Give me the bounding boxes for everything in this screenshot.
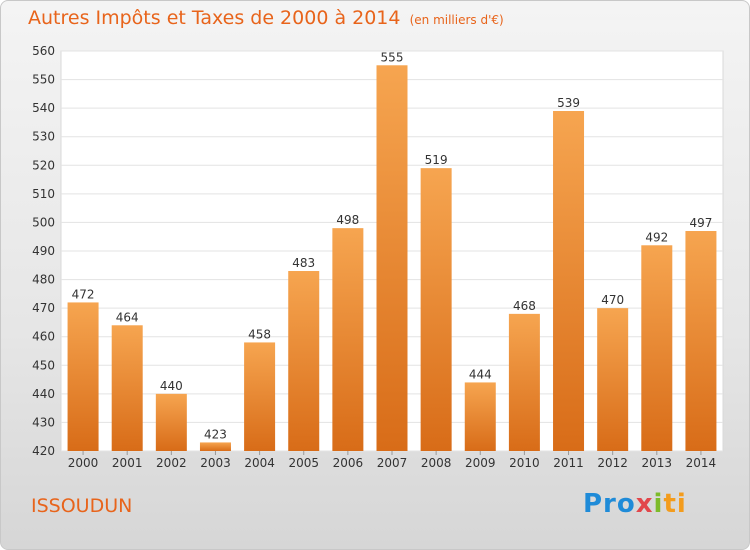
y-tick-label: 530 [32, 130, 55, 144]
y-tick-label: 500 [32, 215, 55, 229]
y-tick-label: 560 [32, 44, 55, 58]
bar-value-label: 539 [557, 96, 580, 110]
bar-2006 [332, 228, 364, 451]
chart-title-block: Autres Impôts et Taxes de 2000 à 2014 (e… [28, 7, 504, 29]
bar-value-label: 555 [381, 50, 404, 64]
y-tick-label: 490 [32, 244, 55, 258]
y-tick-label: 510 [32, 187, 55, 201]
y-tick-label: 460 [32, 330, 55, 344]
brand-logo-part: ti [663, 489, 687, 519]
y-tick-label: 480 [32, 273, 55, 287]
bar-value-label: 472 [72, 287, 95, 301]
bar-2001 [111, 325, 143, 451]
bar-value-label: 458 [248, 327, 271, 341]
bar-value-label: 498 [336, 213, 359, 227]
y-axis: 420 430 440 450 460 470 480 490 500 510 520 530 540 5… [32, 44, 55, 458]
x-axis: 2000 2001 2002 2003 2004 2005 2006 2007 2008 2009… [68, 451, 716, 470]
bar-2013 [641, 245, 673, 451]
brand-logo-part: x [635, 489, 654, 519]
bar-value-label: 497 [689, 216, 712, 230]
bars: 472 464 440 423 458 483 498 555 519 444 468 539 470 4… [67, 50, 717, 452]
y-tick-label: 540 [32, 101, 55, 115]
x-tick-label: 2011 [553, 456, 584, 470]
y-tick-label: 420 [32, 444, 55, 458]
x-tick-label: 2001 [112, 456, 143, 470]
bar-value-label: 519 [425, 153, 448, 167]
bar-2000 [67, 302, 99, 451]
x-tick-label: 2013 [642, 456, 673, 470]
brand-logo-part: i [653, 489, 664, 519]
bar-2009 [464, 382, 496, 451]
bar-value-label: 464 [116, 310, 139, 324]
y-tick-label: 440 [32, 387, 55, 401]
x-tick-label: 2002 [156, 456, 187, 470]
x-tick-label: 2007 [377, 456, 408, 470]
x-tick-label: 2012 [597, 456, 628, 470]
bar-value-label: 483 [292, 256, 315, 270]
x-tick-label: 2006 [333, 456, 364, 470]
y-tick-label: 430 [32, 415, 55, 429]
x-tick-label: 2004 [244, 456, 275, 470]
bar-value-label: 423 [204, 427, 227, 441]
x-tick-label: 2010 [509, 456, 540, 470]
city-name: ISSOUDUN [31, 495, 133, 517]
y-tick-label: 550 [32, 73, 55, 87]
bar-value-label: 492 [645, 230, 668, 244]
bar-2014 [685, 231, 717, 451]
chart-title: Autres Impôts et Taxes de 2000 à 2014 [28, 7, 401, 29]
bar-2005 [288, 271, 320, 451]
bar-2002 [155, 393, 187, 451]
chart-unit-note: (en milliers d'€) [409, 13, 504, 27]
bar-2007 [376, 65, 408, 452]
bar-value-label: 468 [513, 299, 536, 313]
bar-value-label: 470 [601, 293, 624, 307]
bar-2012 [597, 308, 629, 451]
bar-2003 [199, 442, 231, 451]
y-tick-label: 470 [32, 301, 55, 315]
bar-2008 [420, 168, 452, 451]
bar-2004 [244, 342, 276, 451]
bar-2011 [553, 111, 585, 451]
brand-logo: Proxiti [583, 489, 687, 519]
x-tick-label: 2000 [68, 456, 99, 470]
brand-logo-part: Pro [583, 489, 636, 519]
bar-value-label: 440 [160, 379, 183, 393]
x-tick-label: 2003 [200, 456, 231, 470]
x-tick-label: 2014 [686, 456, 717, 470]
x-tick-label: 2008 [421, 456, 452, 470]
y-tick-label: 520 [32, 158, 55, 172]
bar-2010 [508, 313, 540, 451]
bar-value-label: 444 [469, 367, 492, 381]
y-tick-label: 450 [32, 358, 55, 372]
x-tick-label: 2009 [465, 456, 496, 470]
x-tick-label: 2005 [288, 456, 319, 470]
